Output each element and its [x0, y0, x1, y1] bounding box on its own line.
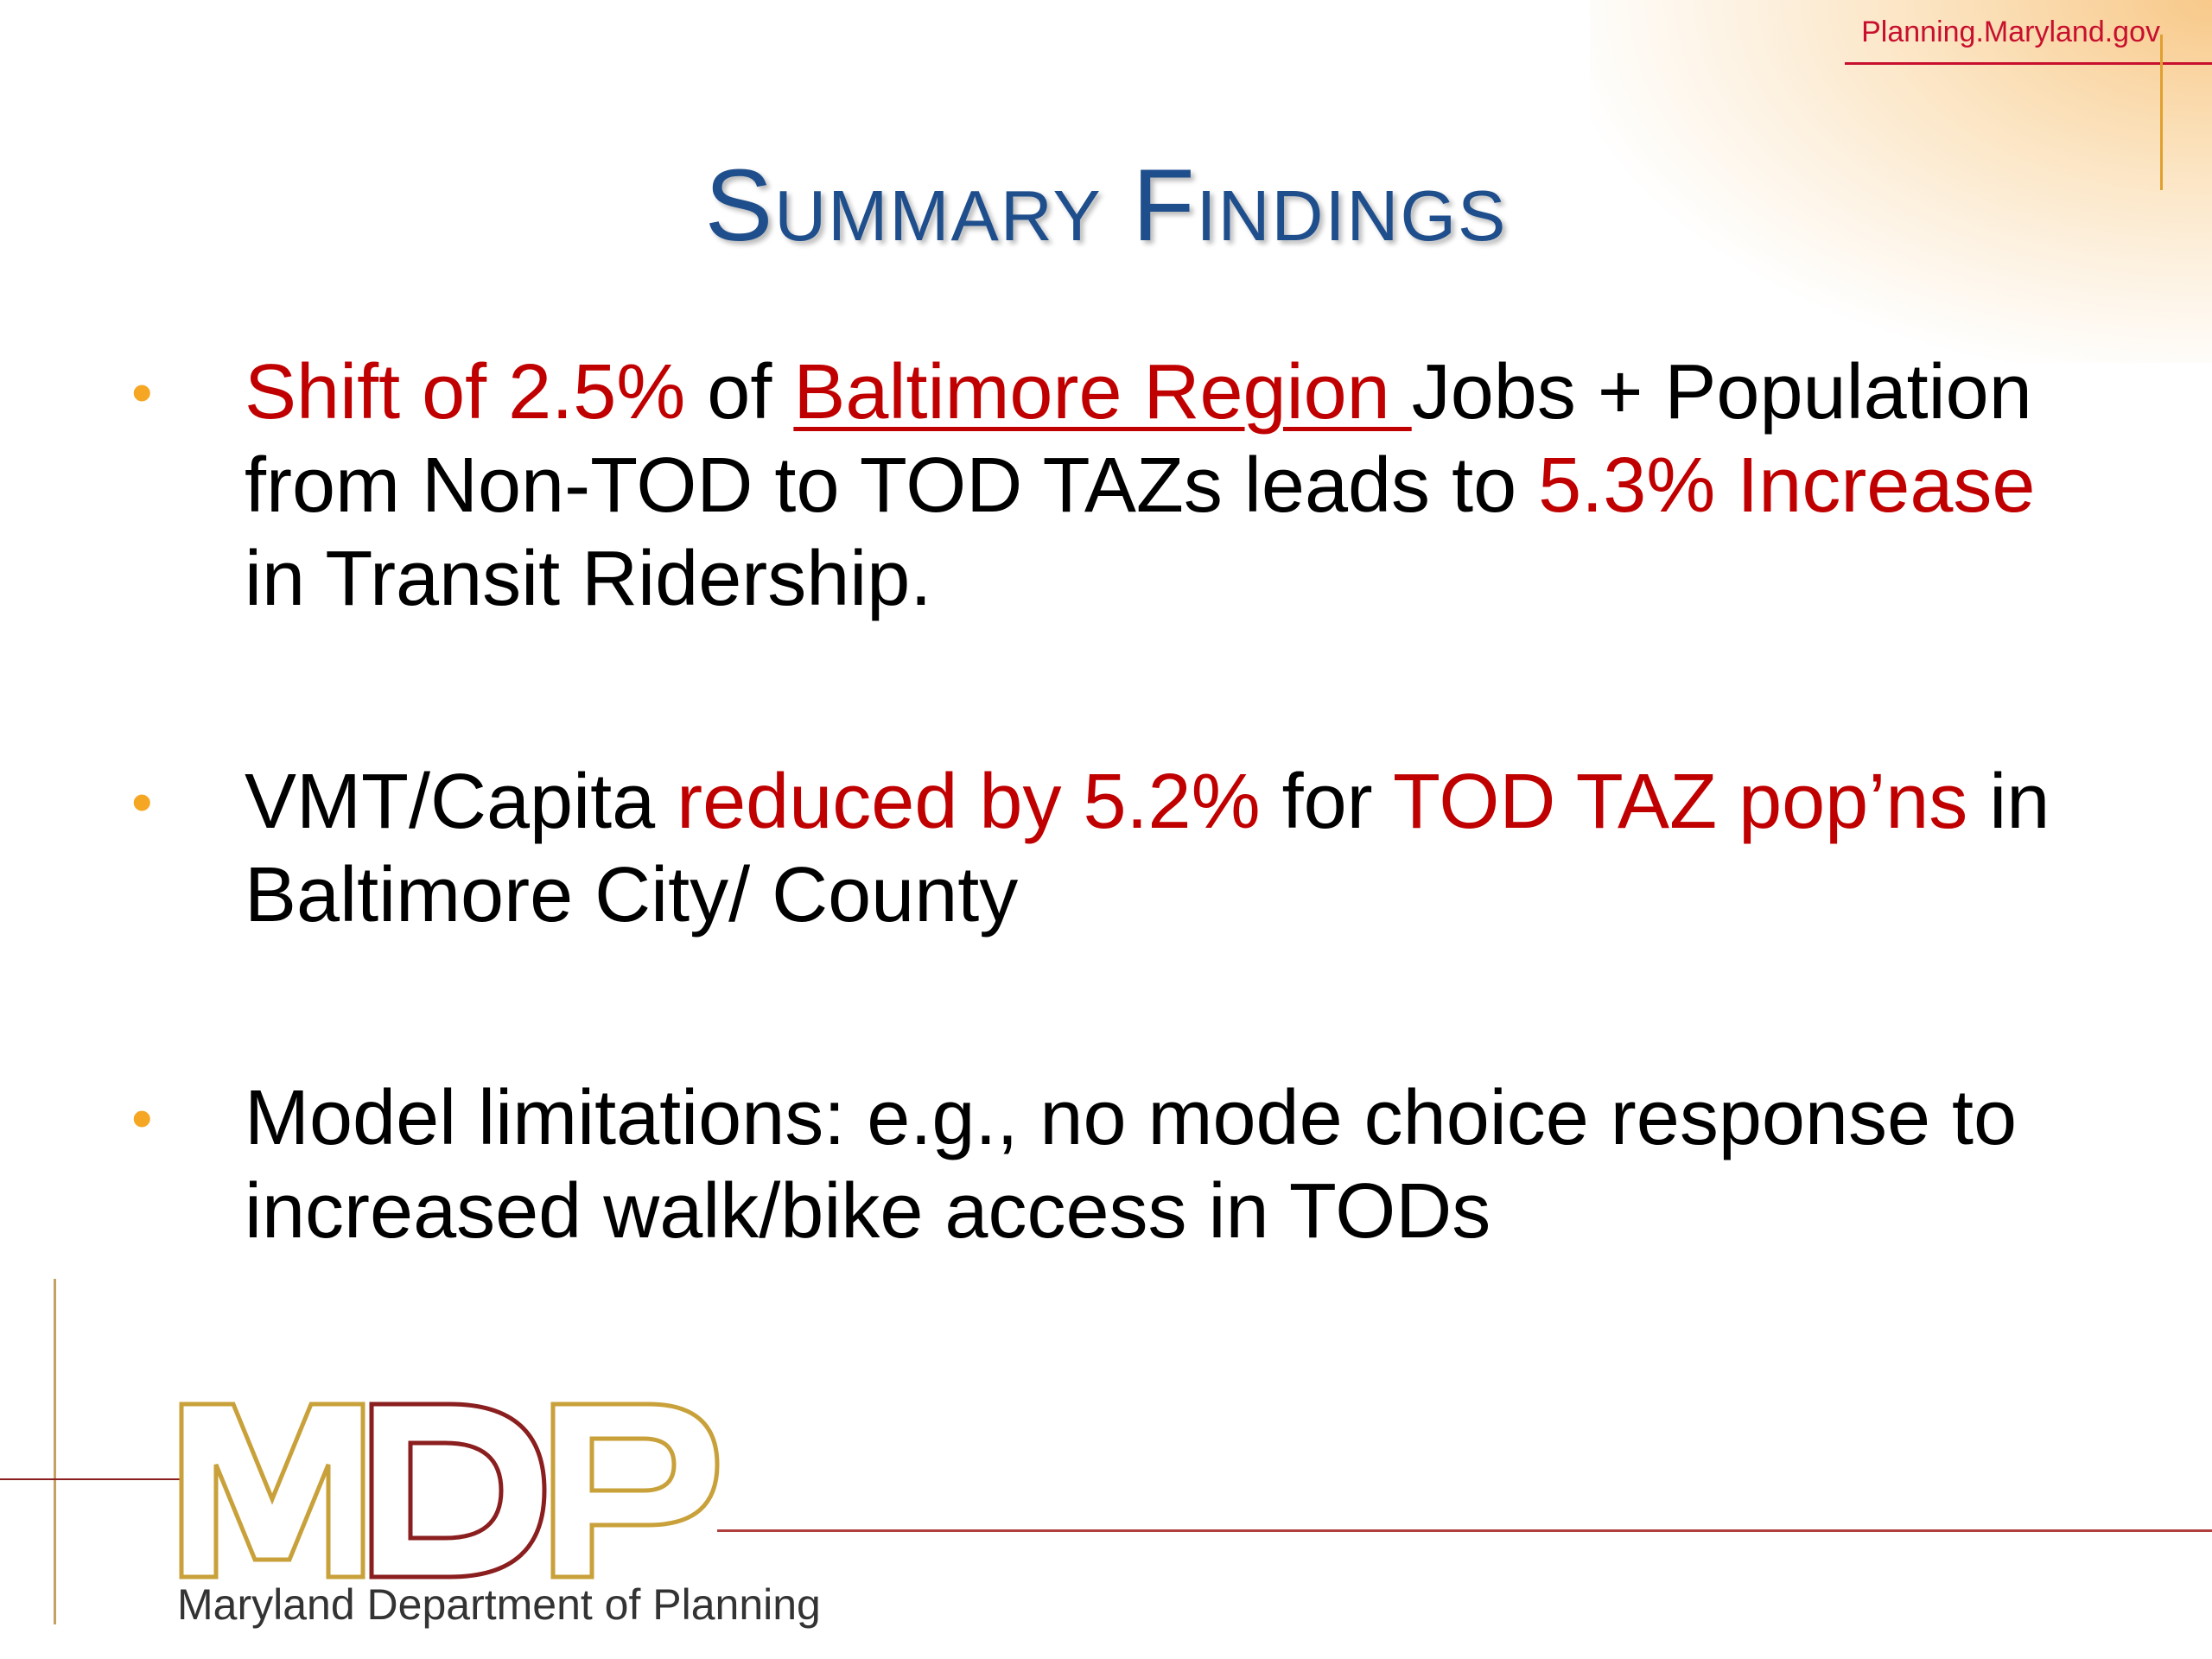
bullet-dot-icon: •	[131, 768, 153, 836]
bottom-left-vertical-rule	[54, 1279, 56, 1624]
bottom-horizontal-rule	[717, 1529, 2212, 1532]
logo-letter-d-shape	[369, 1402, 547, 1580]
bullet-segment: of	[685, 349, 794, 435]
logo-caption: Maryland Department of Planning	[177, 1580, 821, 1629]
bullet-list: • Shift of 2.5% of Baltimore Region Jobs…	[121, 346, 2108, 1388]
bullet-segment: TOD TAZ pop’ns	[1393, 759, 1968, 845]
bullet-segment: for	[1260, 759, 1394, 845]
site-url: Planning.Maryland.gov	[1861, 16, 2160, 48]
bottom-left-horizontal-rule	[0, 1478, 181, 1480]
bullet-item: • VMT/Capita reduced by 5.2% for TOD TAZ…	[121, 755, 2108, 942]
bullet-segment: Baltimore Region	[793, 349, 1412, 435]
bullet-segment: reduced by 5.2%	[677, 759, 1261, 845]
mdp-logo	[179, 1402, 720, 1580]
bullet-dot-icon: •	[131, 1084, 153, 1152]
bullet-segment: Jobs + Population from Non-TOD to TOD TA…	[245, 349, 2032, 529]
slide-title: Summary Findings	[704, 149, 1508, 263]
logo-letter-p-shape	[550, 1402, 720, 1580]
logo-letter-m-shape	[179, 1402, 365, 1580]
bullet-segment: in Baltimore City/ County	[245, 759, 2050, 938]
bullet-item: • Model limitations: e.g., no mode choic…	[121, 1071, 2108, 1258]
bullet-segment: Shift of 2.5%	[245, 349, 686, 435]
top-right-vertical-rule	[2160, 35, 2163, 190]
bullet-item: • Shift of 2.5% of Baltimore Region Jobs…	[121, 346, 2108, 626]
corner-gradient-decoration	[1590, 0, 2212, 363]
bullet-segment: in Transit Ridership.	[245, 536, 932, 622]
bullet-segment: VMT/Capita	[245, 759, 677, 845]
bullet-dot-icon: •	[131, 359, 153, 426]
bullet-segment: Model limitations: e.g., no mode choice …	[245, 1075, 2018, 1255]
bullet-segment: 5.3% Increase	[1538, 442, 2036, 529]
top-right-horizontal-rule	[1845, 62, 2212, 65]
